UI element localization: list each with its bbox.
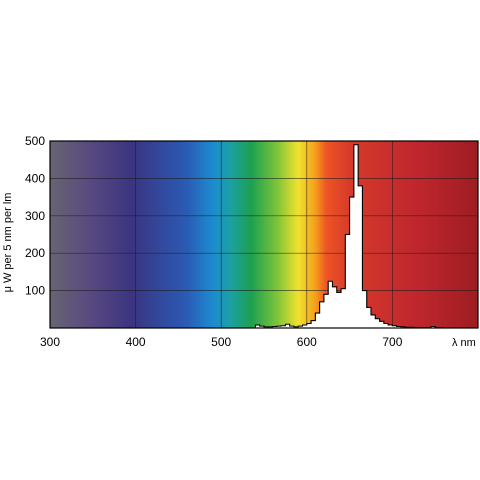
x-tick-label: 400 [126, 335, 146, 349]
y-tick-label: 100 [25, 284, 45, 298]
plot-frame [49, 140, 479, 329]
x-tick-label: 300 [40, 335, 60, 349]
x-tick-label: 700 [382, 335, 402, 349]
y-axis-title: μ W per 5 nm per lm [2, 193, 14, 293]
y-tick-label: 400 [25, 171, 45, 185]
y-tick-label: 500 [25, 134, 45, 148]
x-axis-ticks: 300 400 500 600 700 [40, 335, 403, 349]
y-tick-label: 300 [25, 209, 45, 223]
x-axis-title: λ nm [452, 337, 476, 349]
plot-area-background [50, 141, 478, 328]
x-tick-label: 500 [211, 335, 231, 349]
grid-lines [50, 141, 478, 328]
y-tick-label: 200 [25, 246, 45, 260]
x-tick-label: 600 [297, 335, 317, 349]
y-axis-ticks: 100 200 300 400 500 [25, 134, 45, 298]
